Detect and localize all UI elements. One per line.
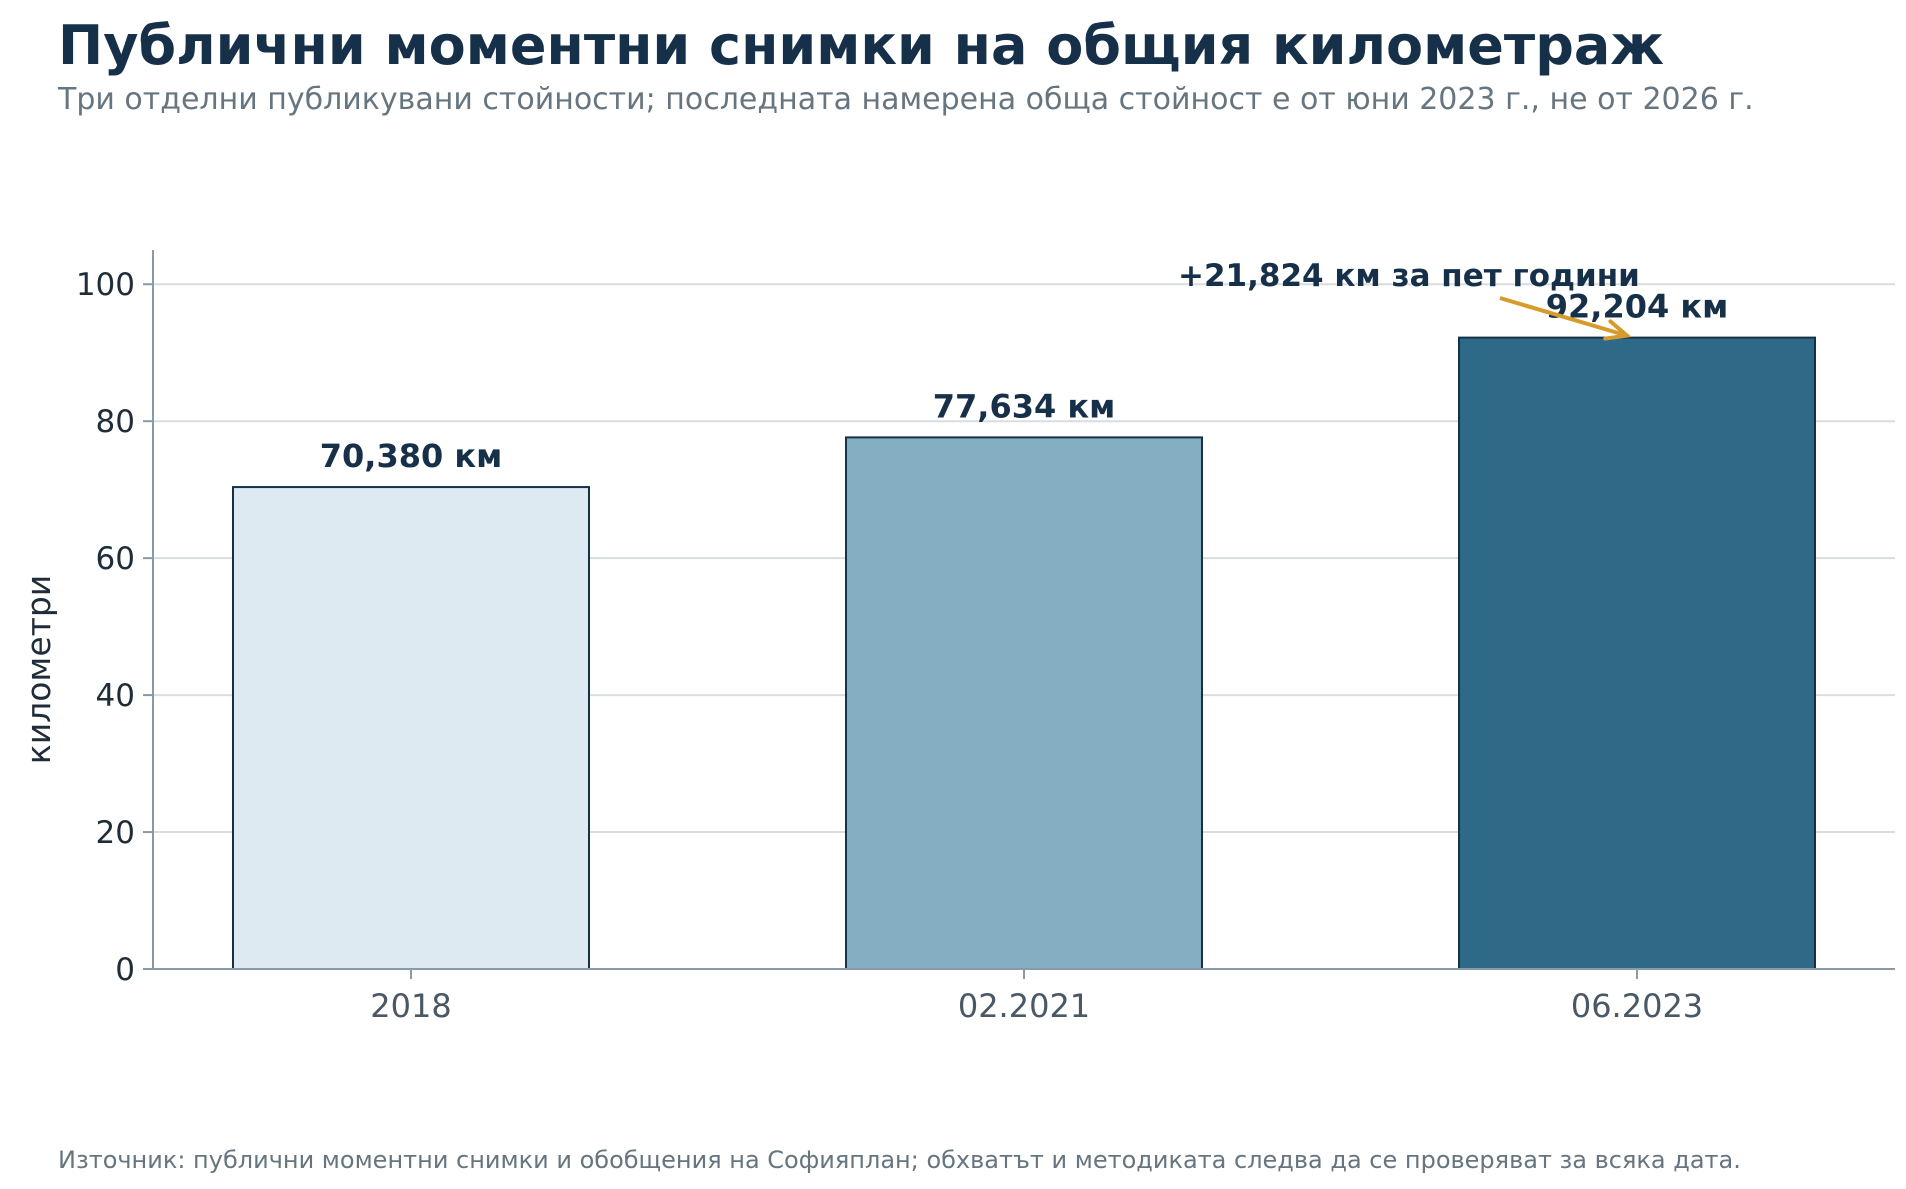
annotation-arrow [1499,296,1628,338]
bar-2018 [232,486,590,970]
x-tick-label: 2018 [370,987,451,1025]
y-tick-label: 100 [76,267,135,303]
annotation: +21,824 км за пет години [1178,258,1640,341]
annotation-arrowhead [1603,319,1632,341]
y-tick-label: 40 [96,678,135,714]
axes: 0 20 40 60 80 100 2018 02.2021 06.2023 километри [19,250,1895,1025]
y-axis-label: километри [19,575,58,764]
data-label: 70,380 км [320,437,503,475]
data-label: 77,634 км [933,387,1116,425]
y-tick-label: 80 [96,404,135,440]
bars [232,336,1816,970]
annotation-text: +21,824 км за пет години [1178,258,1640,294]
y-tick-label: 0 [115,952,135,988]
bar-02.2021 [845,436,1203,970]
y-tick-label: 60 [96,541,135,577]
chart-title: Публични моментни снимки на общия киломе… [58,14,1665,77]
x-tick-label: 06.2023 [1571,987,1703,1025]
chart-subtitle: Три отделни публикувани стойности; после… [58,82,1754,117]
chart-source: Източник: публични моментни снимки и обо… [58,1146,1741,1174]
x-tick-label: 02.2021 [958,987,1090,1025]
y-tick-label: 20 [96,815,135,851]
bar-06.2023 [1458,336,1816,970]
